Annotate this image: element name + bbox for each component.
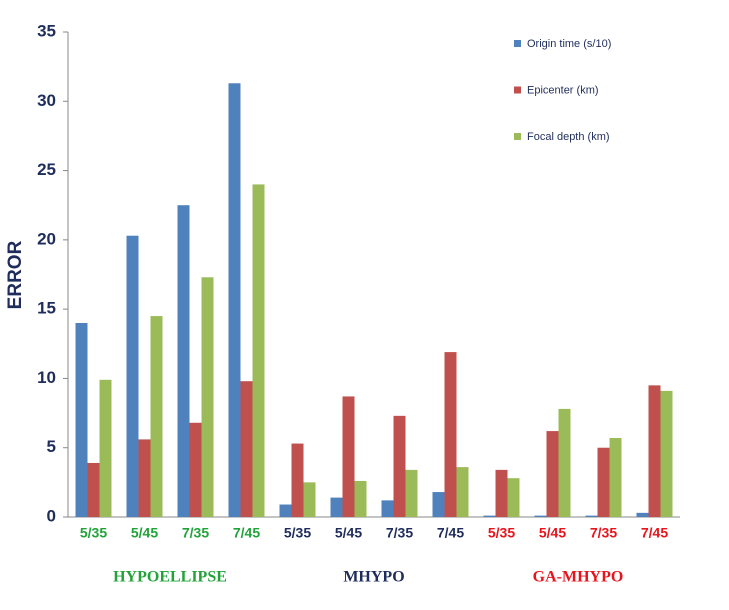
x-tick-label: 7/35 — [386, 525, 413, 541]
bar — [252, 184, 265, 517]
bar — [99, 379, 112, 517]
y-tick-label: 5 — [47, 437, 56, 456]
x-tick-label: 7/45 — [437, 525, 464, 541]
y-tick-label: 15 — [37, 299, 56, 318]
legend-label: Epicenter (km) — [527, 84, 599, 96]
bar — [660, 390, 673, 517]
y-tick-label: 25 — [37, 160, 56, 179]
x-tick-label: 5/35 — [488, 525, 515, 541]
bar — [126, 235, 139, 517]
y-tick-label: 30 — [37, 91, 56, 110]
bar — [648, 385, 661, 517]
bar — [138, 439, 151, 517]
group-label: GA-MHYPO — [533, 569, 624, 586]
legend-label: Origin time (s/10) — [527, 38, 611, 50]
bar — [534, 515, 547, 517]
bar — [597, 447, 610, 517]
bar — [201, 277, 214, 517]
legend-label: Focal depth (km) — [527, 131, 610, 143]
bar — [585, 515, 598, 517]
x-tick-label: 5/45 — [131, 525, 158, 541]
bar — [87, 462, 100, 517]
bar — [405, 469, 418, 517]
bar — [75, 323, 88, 517]
bar — [393, 415, 406, 517]
x-tick-label: 7/35 — [590, 525, 617, 541]
bar — [177, 205, 190, 517]
legend-swatch — [514, 133, 521, 140]
bar — [381, 500, 394, 517]
bar — [228, 83, 241, 518]
bar — [150, 316, 163, 517]
bar — [189, 422, 202, 517]
bar — [444, 352, 457, 517]
x-tick-label: 5/35 — [80, 525, 107, 541]
bar — [330, 497, 343, 517]
group-label: MHYPO — [343, 569, 404, 586]
x-tick-label: 7/35 — [182, 525, 209, 541]
bar — [279, 504, 292, 517]
bar — [291, 443, 304, 517]
group-label: HYPOELLIPSE — [113, 569, 227, 586]
bar — [495, 469, 508, 517]
bar — [507, 478, 520, 517]
legend-swatch — [514, 86, 521, 94]
bar — [303, 482, 316, 517]
bar — [558, 408, 571, 517]
y-axis-label: ERROR — [5, 240, 26, 309]
y-tick-label: 10 — [37, 368, 56, 387]
bar — [432, 492, 445, 517]
x-tick-label: 7/45 — [641, 525, 668, 541]
bar — [354, 480, 367, 517]
bar — [483, 515, 496, 517]
x-tick-label: 5/35 — [284, 525, 311, 541]
bar — [240, 381, 253, 517]
legend-swatch — [514, 40, 521, 47]
bar — [546, 431, 559, 517]
bar — [609, 438, 622, 517]
y-tick-label: 35 — [37, 21, 56, 40]
bar — [456, 467, 469, 517]
y-tick-label: 20 — [37, 229, 56, 248]
bar — [342, 396, 355, 517]
y-tick-label: 0 — [47, 506, 56, 525]
x-tick-label: 7/45 — [233, 525, 260, 541]
x-tick-label: 5/45 — [539, 525, 566, 541]
x-tick-label: 5/45 — [335, 525, 362, 541]
bar — [636, 512, 649, 517]
